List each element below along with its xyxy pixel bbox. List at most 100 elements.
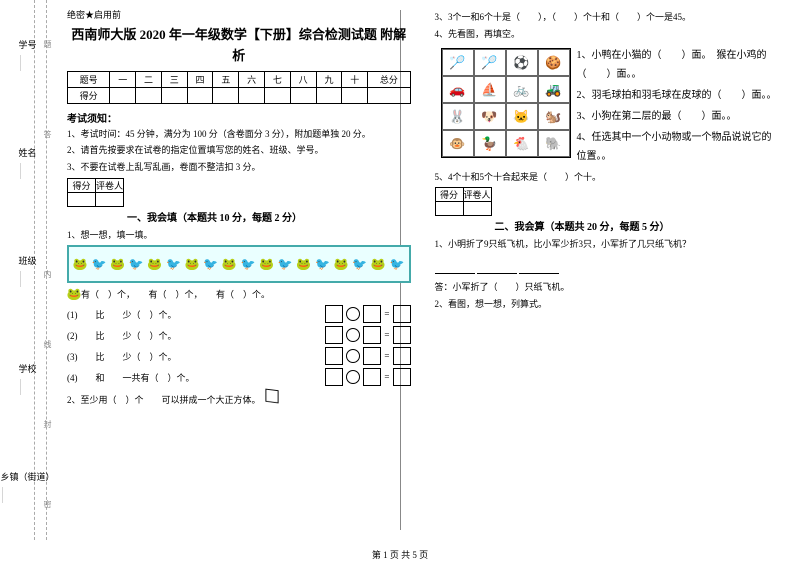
side-field: 学校＿＿	[18, 362, 36, 395]
bird-icon: 🐦	[92, 257, 106, 271]
object-grid: 🏸 🏸 ⚽ 🍪 🚗 ⛵ 🚲 🚜 🐰 🐶 🐱 🐿️ 🐵 🦆 🐔 🐘	[441, 48, 571, 158]
grid-cell: 🐱	[506, 103, 538, 130]
td-label: 得分	[68, 87, 110, 103]
bird-icon: 🐦	[390, 257, 404, 271]
blank-line	[519, 264, 559, 274]
fill-line: ＿＿	[18, 379, 29, 395]
marker-cell: 评卷人	[96, 179, 124, 193]
td	[342, 87, 368, 103]
frog-icon: 🐸	[260, 257, 274, 271]
marker-cell	[96, 193, 124, 207]
s2-q1: 1、小明折了9只纸飞机，比小军少折3只，小军折了几只纸飞机？	[435, 237, 779, 250]
th: 十	[342, 71, 368, 87]
marker-cell	[435, 202, 463, 216]
eq-row-1: (1) 比 少（ ）个。 =	[67, 305, 411, 323]
eq-row-2: (2) 比 少（ ）个。 =	[67, 326, 411, 344]
side-field: 姓名＿＿	[18, 146, 36, 179]
marker-cell	[68, 193, 96, 207]
th: 四	[187, 71, 213, 87]
marker-cell: 评卷人	[463, 188, 491, 202]
eq-text: (3) 比 少（ ）个。	[67, 350, 177, 363]
box	[363, 326, 381, 344]
eq-row-4: (4) 和 一共有（ ）个。 =	[67, 368, 411, 386]
marker-cell	[463, 202, 491, 216]
box	[325, 305, 343, 323]
title-line-1: 西南师大版 2020 年一年级数学【下册】综合检测试题 附解	[71, 27, 406, 42]
th: 六	[239, 71, 265, 87]
eq-text: (1) 比 少（ ）个。	[67, 308, 177, 321]
grid-cell: 🐘	[538, 130, 570, 157]
answer-boxes: =	[325, 305, 410, 323]
box	[325, 347, 343, 365]
box	[363, 347, 381, 365]
score-value-row: 得分	[68, 87, 411, 103]
page-footer: 第 1 页 共 5 页	[0, 548, 800, 561]
th: 五	[213, 71, 239, 87]
frog-icon: 🐸	[148, 257, 162, 271]
td	[316, 87, 342, 103]
bird-icon: 🐦	[241, 257, 255, 271]
box	[393, 347, 411, 365]
grid-q4: 4、任选其中一个小动物或一个物品说说它的位置。。	[577, 128, 779, 166]
td	[213, 87, 239, 103]
th: 三	[161, 71, 187, 87]
pictorial-box: 🐸 🐦 🐸 🐦 🐸 🐦 🐸 🐦 🐸 🐦 🐸 🐦 🐸 🐦 🐸 🐦 🐸 🐦	[67, 245, 411, 283]
question-1: 1、想一想，填一填。	[67, 228, 411, 241]
bird-icon: 🐦	[278, 257, 292, 271]
section-1-title: 一、我会填（本题共 10 分，每题 2 分）	[127, 209, 411, 224]
grid-cell: 🐵	[442, 130, 474, 157]
exam-title: 西南师大版 2020 年一年级数学【下册】综合检测试题 附解 析	[67, 25, 411, 67]
box	[363, 305, 381, 323]
rule-line: 3、不要在试卷上乱写乱画，卷面不整洁扣 3 分。	[67, 161, 411, 175]
td	[161, 87, 187, 103]
grid-cell: 🐿️	[538, 103, 570, 130]
side-field: 班级＿＿	[18, 254, 36, 287]
grid-cell: 🦆	[474, 130, 506, 157]
marker-table: 得分评卷人	[67, 178, 124, 207]
grid-cell: 🍪	[538, 49, 570, 76]
blank-line	[477, 264, 517, 274]
fill-line: ＿＿	[18, 55, 29, 71]
question-3: 3、3个一和6个十是（ ），（ ）个十和（ ）个一是45。	[435, 10, 779, 23]
equals: =	[384, 372, 389, 382]
th: 九	[316, 71, 342, 87]
frog-icon: 🐸	[185, 257, 199, 271]
fill-line: ＿＿	[18, 271, 29, 287]
notice-header: 考试须知：	[67, 110, 411, 125]
frog-icon: 🐸	[371, 257, 385, 271]
th: 总分	[368, 71, 410, 87]
grid-questions: 1、小鸭在小猫的（ ）面。 猴在小鸡的（ ）面。。 2、羽毛球拍和羽毛球在皮球的…	[577, 44, 779, 168]
grid-cell: 🚲	[506, 76, 538, 103]
marker-cell: 得分	[68, 179, 96, 193]
td	[110, 87, 136, 103]
q2-text: 2、至少用（ ）个 可以拼成一个大正方体。	[67, 395, 261, 405]
box	[393, 368, 411, 386]
seal-char: 题	[42, 40, 53, 48]
grid-cell: 🐰	[442, 103, 474, 130]
eq-text: (4) 和 一共有（ ）个。	[67, 371, 195, 384]
blank-line	[435, 264, 475, 274]
th: 题号	[68, 71, 110, 87]
frog-icon: 🐸	[334, 257, 348, 271]
question-4: 4、先看图，再填空。	[435, 27, 779, 40]
frog-icon: 🐸	[67, 287, 81, 301]
th: 一	[110, 71, 136, 87]
s2-answer: 答：小军折了（ ）只纸飞机。	[435, 280, 779, 293]
grid-cell: 🚜	[538, 76, 570, 103]
cube-icon	[265, 389, 278, 404]
grid-cell: ⛵	[474, 76, 506, 103]
answer-boxes: =	[325, 368, 410, 386]
th: 八	[290, 71, 316, 87]
count-line: 🐸有（ ）个， 有（ ）个， 有（ ）个。	[67, 287, 411, 301]
op-circle	[346, 307, 360, 321]
td	[265, 87, 291, 103]
eq-text: (2) 比 少（ ）个。	[67, 329, 177, 342]
bird-icon: 🐦	[353, 257, 367, 271]
left-column: 绝密★启用前 西南师大版 2020 年一年级数学【下册】综合检测试题 附解 析 …	[55, 8, 423, 540]
op-circle	[346, 370, 360, 384]
box	[325, 368, 343, 386]
count-text: 有（ ）个， 有（ ）个， 有（ ）个。	[81, 290, 270, 300]
rule-line: 2、请首先按要求在试卷的指定位置填写您的姓名、班级、学号。	[67, 144, 411, 158]
rule-line: 1、考试时间：45 分钟，满分为 100 分（含卷面分 3 分），附加题单独 2…	[67, 128, 411, 142]
section-2-title: 二、我会算（本题共 20 分，每题 5 分）	[495, 218, 779, 233]
